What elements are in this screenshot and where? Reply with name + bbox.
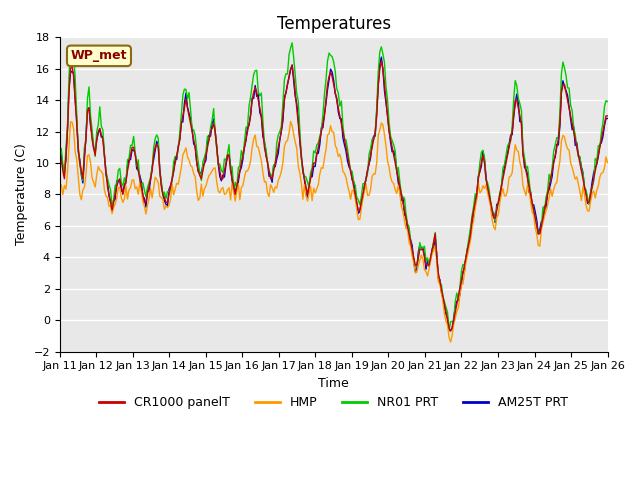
CR1000 panelT	[351, 192, 359, 197]
Line: NR01 PRT: NR01 PRT	[60, 43, 607, 331]
NR01 PRT	[288, 40, 296, 46]
Legend: CR1000 panelT, HMP, NR01 PRT, AM25T PRT: CR1000 panelT, HMP, NR01 PRT, AM25T PRT	[94, 391, 573, 414]
AM25T PRT	[56, 154, 63, 160]
CR1000 panelT	[202, 152, 210, 158]
NR01 PRT	[180, 86, 188, 92]
AM25T PRT	[604, 116, 611, 121]
HMP	[604, 160, 611, 166]
X-axis label: Time: Time	[318, 377, 349, 390]
Text: WP_met: WP_met	[71, 49, 127, 62]
AM25T PRT	[247, 112, 255, 118]
CR1000 panelT	[107, 199, 115, 205]
NR01 PRT	[353, 194, 360, 200]
HMP	[247, 158, 255, 164]
HMP	[287, 119, 294, 124]
CR1000 panelT	[604, 113, 611, 119]
Line: HMP: HMP	[60, 121, 607, 342]
Y-axis label: Temperature (C): Temperature (C)	[15, 144, 28, 245]
HMP	[56, 184, 63, 190]
HMP	[447, 339, 454, 345]
CR1000 panelT	[247, 113, 255, 119]
NR01 PRT	[247, 94, 255, 100]
AM25T PRT	[180, 100, 188, 106]
NR01 PRT	[56, 146, 63, 152]
CR1000 panelT	[447, 328, 454, 334]
CR1000 panelT	[56, 152, 63, 158]
AM25T PRT	[378, 54, 385, 60]
NR01 PRT	[202, 149, 210, 155]
NR01 PRT	[445, 328, 453, 334]
NR01 PRT	[604, 99, 611, 105]
HMP	[270, 190, 278, 195]
HMP	[107, 203, 115, 209]
CR1000 panelT	[270, 168, 278, 174]
AM25T PRT	[202, 157, 210, 163]
Line: CR1000 panelT: CR1000 panelT	[60, 61, 607, 331]
NR01 PRT	[107, 187, 115, 193]
AM25T PRT	[107, 199, 115, 204]
AM25T PRT	[351, 188, 359, 193]
HMP	[353, 206, 360, 212]
HMP	[180, 149, 188, 155]
CR1000 panelT	[180, 105, 188, 111]
CR1000 panelT	[378, 58, 385, 64]
Line: AM25T PRT: AM25T PRT	[60, 57, 607, 331]
HMP	[202, 183, 210, 189]
NR01 PRT	[270, 162, 278, 168]
AM25T PRT	[270, 163, 278, 169]
AM25T PRT	[445, 328, 453, 334]
Title: Temperatures: Temperatures	[276, 15, 391, 33]
